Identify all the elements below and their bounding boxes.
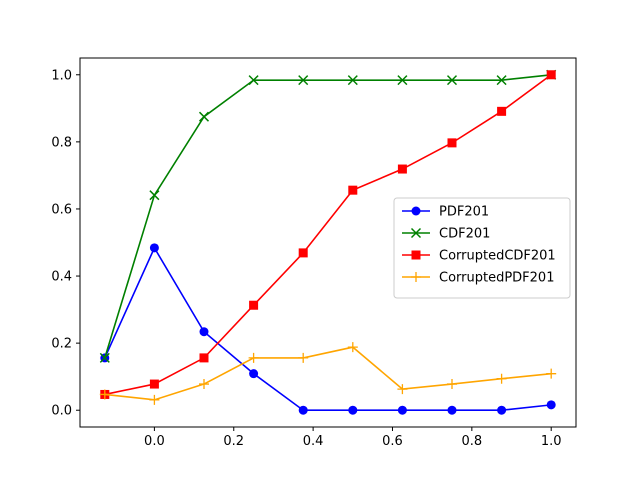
data-point-corruptedpdf201 <box>546 368 557 379</box>
data-point-corruptedcdf201 <box>397 164 407 174</box>
legend-label: CorruptedCDF201 <box>439 249 556 264</box>
data-point-pdf201 <box>348 405 358 415</box>
y-tick-label: 0.6 <box>51 202 72 217</box>
data-point-corruptedcdf201 <box>497 106 507 116</box>
x-tick-label: 0.2 <box>223 434 244 449</box>
legend-entry-cdf201: CDF201 <box>402 227 490 242</box>
series-line-cdf201 <box>104 73 552 359</box>
data-point-cdf201 <box>248 75 259 86</box>
data-point-pdf201 <box>199 327 209 337</box>
data-point-cdf201 <box>446 75 458 86</box>
legend-entry-corruptedcdf201: CorruptedCDF201 <box>402 249 556 264</box>
data-point-corruptedcdf201 <box>149 379 159 389</box>
y-axis: 0.0 0.2 0.4 0.6 0.8 1.0 <box>51 68 80 419</box>
data-point-cdf201 <box>397 75 408 86</box>
data-point-corruptedcdf201 <box>348 185 358 195</box>
series-layer <box>99 69 557 415</box>
data-point-corruptedcdf201 <box>249 300 259 310</box>
legend-marker <box>410 227 422 239</box>
legend-entry-pdf201: PDF201 <box>402 205 489 220</box>
data-point-corruptedpdf201 <box>99 389 110 400</box>
data-point-corruptedpdf201 <box>347 342 358 353</box>
data-point-corruptedpdf201 <box>248 352 259 363</box>
y-tick-label: 0.0 <box>51 404 72 419</box>
legend-label: CDF201 <box>439 227 490 242</box>
data-point-cdf201 <box>298 75 309 86</box>
series-cdf201 <box>99 69 557 363</box>
data-point-pdf201 <box>298 405 308 415</box>
x-tick-label: 0.8 <box>461 434 482 449</box>
y-tick-label: 0.8 <box>51 135 72 150</box>
series-corruptedpdf201 <box>99 342 557 405</box>
x-tick-label: 0.0 <box>144 434 165 449</box>
data-point-corruptedcdf201 <box>447 138 457 148</box>
data-point-corruptedpdf201 <box>397 384 408 395</box>
y-tick-label: 1.0 <box>51 68 72 83</box>
data-point-pdf201 <box>249 369 259 379</box>
data-point-cdf201 <box>99 352 110 363</box>
data-point-pdf201 <box>497 405 507 415</box>
data-point-corruptedcdf201 <box>199 353 209 363</box>
series-line-pdf201 <box>104 246 552 412</box>
y-tick-label: 0.4 <box>51 270 72 285</box>
data-point-cdf201 <box>149 190 160 201</box>
data-point-corruptedpdf201 <box>149 394 160 405</box>
data-point-corruptedpdf201 <box>199 379 209 390</box>
data-point-cdf201 <box>496 75 507 86</box>
x-tick-label: 0.6 <box>382 434 403 449</box>
data-point-pdf201 <box>447 405 457 415</box>
legend-marker <box>411 250 421 260</box>
data-point-cdf201 <box>347 75 358 86</box>
series-line-corruptedpdf201 <box>104 346 552 401</box>
legend-marker <box>411 206 421 216</box>
x-axis: 0.0 0.2 0.4 0.6 0.8 1.0 <box>144 427 562 449</box>
legend: PDF201 CDF201 CorruptedCDF201 CorruptedPDF2… <box>393 197 571 299</box>
x-tick-label: 1.0 <box>541 434 562 449</box>
data-point-corruptedcdf201 <box>298 248 308 258</box>
data-point-corruptedpdf201 <box>298 352 309 363</box>
y-tick-label: 0.2 <box>51 337 72 352</box>
legend-marker <box>411 272 421 282</box>
x-tick-label: 0.4 <box>303 434 324 449</box>
legend-label: CorruptedPDF201 <box>439 271 554 286</box>
legend-label: PDF201 <box>439 205 489 220</box>
legend-box <box>393 197 571 299</box>
data-point-pdf201 <box>397 405 407 415</box>
data-point-corruptedpdf201 <box>496 373 507 384</box>
plot-area-frame <box>79 57 577 428</box>
legend-entry-corruptedpdf201: CorruptedPDF201 <box>402 271 554 286</box>
series-line-corruptedcdf201 <box>104 74 552 396</box>
data-point-cdf201 <box>198 111 210 122</box>
data-point-corruptedcdf201 <box>546 70 556 80</box>
data-point-pdf201 <box>149 243 159 253</box>
data-point-corruptedpdf201 <box>447 379 457 390</box>
data-point-pdf201 <box>546 400 556 410</box>
